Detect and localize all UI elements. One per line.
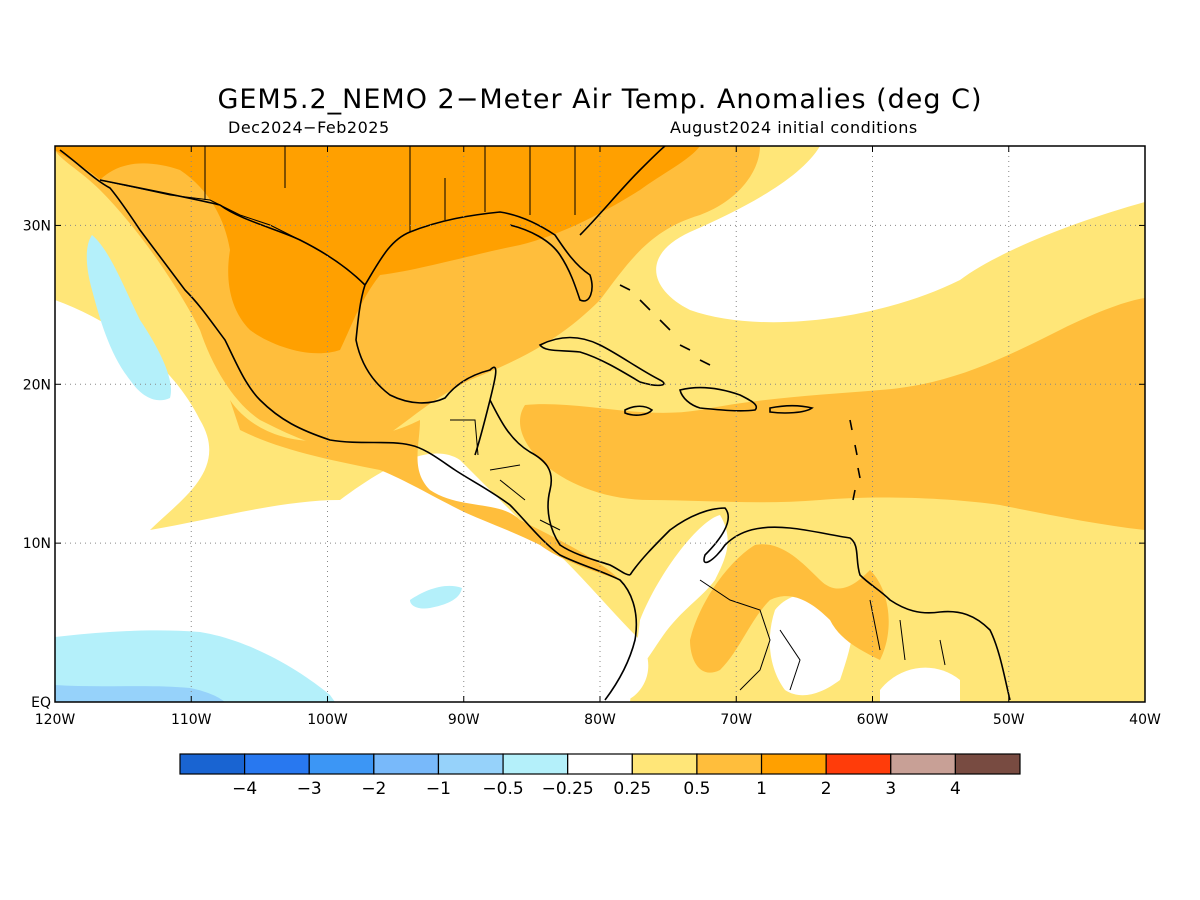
border-south-america [699, 579, 946, 691]
borders [99, 146, 946, 691]
anomaly-region-neutral-atlantic [656, 146, 1145, 323]
x-tick-label: 40W [1129, 712, 1161, 728]
colorbar-swatch [179, 753, 246, 775]
colorbar-label: 1 [756, 779, 767, 799]
anomaly-region-neutral-sa3 [880, 667, 960, 702]
colorbar-label: −0.5 [482, 779, 523, 799]
anomaly-region-neg-baja [86, 235, 171, 401]
anomaly-region-0-5-mexico [230, 400, 620, 580]
y-tick-label: 10N [23, 536, 51, 552]
anomaly-region-0-5-caribbean [520, 298, 1145, 530]
colorbar-label: 0.25 [613, 779, 651, 799]
colorbar-swatch [308, 753, 375, 775]
anomaly-shading [55, 146, 1145, 702]
colorbar-label: 2 [821, 779, 832, 799]
coastline-hispaniola [679, 386, 758, 412]
coastline-mexico-pacific [59, 149, 638, 701]
colorbar-label: −1 [426, 779, 451, 799]
x-tick-label: 110W [171, 712, 212, 728]
colorbar-swatch [760, 753, 827, 775]
colorbar: −4 −3 −2 −1 −0.5 −0.25 0.25 0.5 1 2 3 4 [179, 753, 1021, 799]
colorbar-swatch [373, 753, 440, 775]
initial-conditions: August2024 initial conditions [670, 118, 918, 137]
anomaly-region-1-mexico [55, 146, 700, 354]
forecast-period: Dec2024−Feb2025 [228, 118, 390, 137]
border-us-mexico [99, 179, 301, 241]
colorbar-swatch [631, 753, 698, 775]
coastline-jamaica [624, 405, 654, 416]
colorbar-label: −0.25 [542, 779, 594, 799]
map-title: GEM5.2_NEMO 2−Meter Air Temp. Anomalies … [217, 84, 983, 115]
coastline-puerto-rico [769, 404, 814, 414]
coastline-south-america-north [629, 507, 1011, 701]
x-tick-label: 120W [35, 712, 76, 728]
x-tick-label: 90W [448, 712, 480, 728]
coastline-central-america-caribbean [489, 399, 631, 576]
x-tick-label: 50W [993, 712, 1025, 728]
colorbar-label: 0.5 [683, 779, 710, 799]
colorbar-label: −4 [232, 779, 257, 799]
gridlines [55, 146, 1145, 702]
colorbar-swatch [890, 753, 956, 775]
colorbar-label: 4 [950, 779, 961, 799]
coastline-bahamas [619, 284, 711, 366]
border-us-states [204, 146, 576, 232]
coastlines [59, 146, 1011, 701]
x-tick-label: 80W [584, 712, 616, 728]
y-tick-label: 20N [23, 377, 51, 393]
x-tick-label: 70W [720, 712, 752, 728]
colorbar-swatch [954, 753, 1021, 775]
negative-anomaly-shading [55, 235, 462, 702]
anomaly-region-neutral-pacific [55, 300, 649, 702]
colorbar-swatch [244, 753, 310, 775]
y-tick-label: 30N [23, 218, 51, 234]
colorbar-swatch [696, 753, 763, 775]
anomaly-region-neg-eq-pacific-2 [55, 685, 225, 702]
anomaly-region-neg-eq-pacific [55, 630, 335, 702]
x-tick-label: 100W [307, 712, 348, 728]
anomaly-region-neg-galapagos [410, 585, 462, 609]
colorbar-label: −2 [361, 779, 386, 799]
coastline-lesser-antilles [849, 419, 861, 501]
colorbar-swatch [567, 753, 633, 775]
coastline-florida-atlantic [579, 146, 666, 236]
border-central-america [450, 419, 561, 531]
colorbar-swatch [437, 753, 504, 775]
latitude-axis: EQ 10N 20N 30N [23, 218, 1145, 711]
colorbar-swatch [502, 753, 569, 775]
anomaly-region-neutral-sa [600, 515, 728, 702]
colorbar-label: 3 [885, 779, 896, 799]
x-tick-label: 60W [857, 712, 889, 728]
anomaly-region-0-5-sa [690, 544, 889, 673]
y-tick-label: EQ [31, 695, 51, 711]
colorbar-swatch [825, 753, 892, 775]
longitude-axis: 120W 110W 100W 90W 80W 70W 60W 50W 40W [35, 146, 1161, 728]
coastline-cuba [538, 336, 665, 387]
colorbar-label: −3 [297, 779, 322, 799]
